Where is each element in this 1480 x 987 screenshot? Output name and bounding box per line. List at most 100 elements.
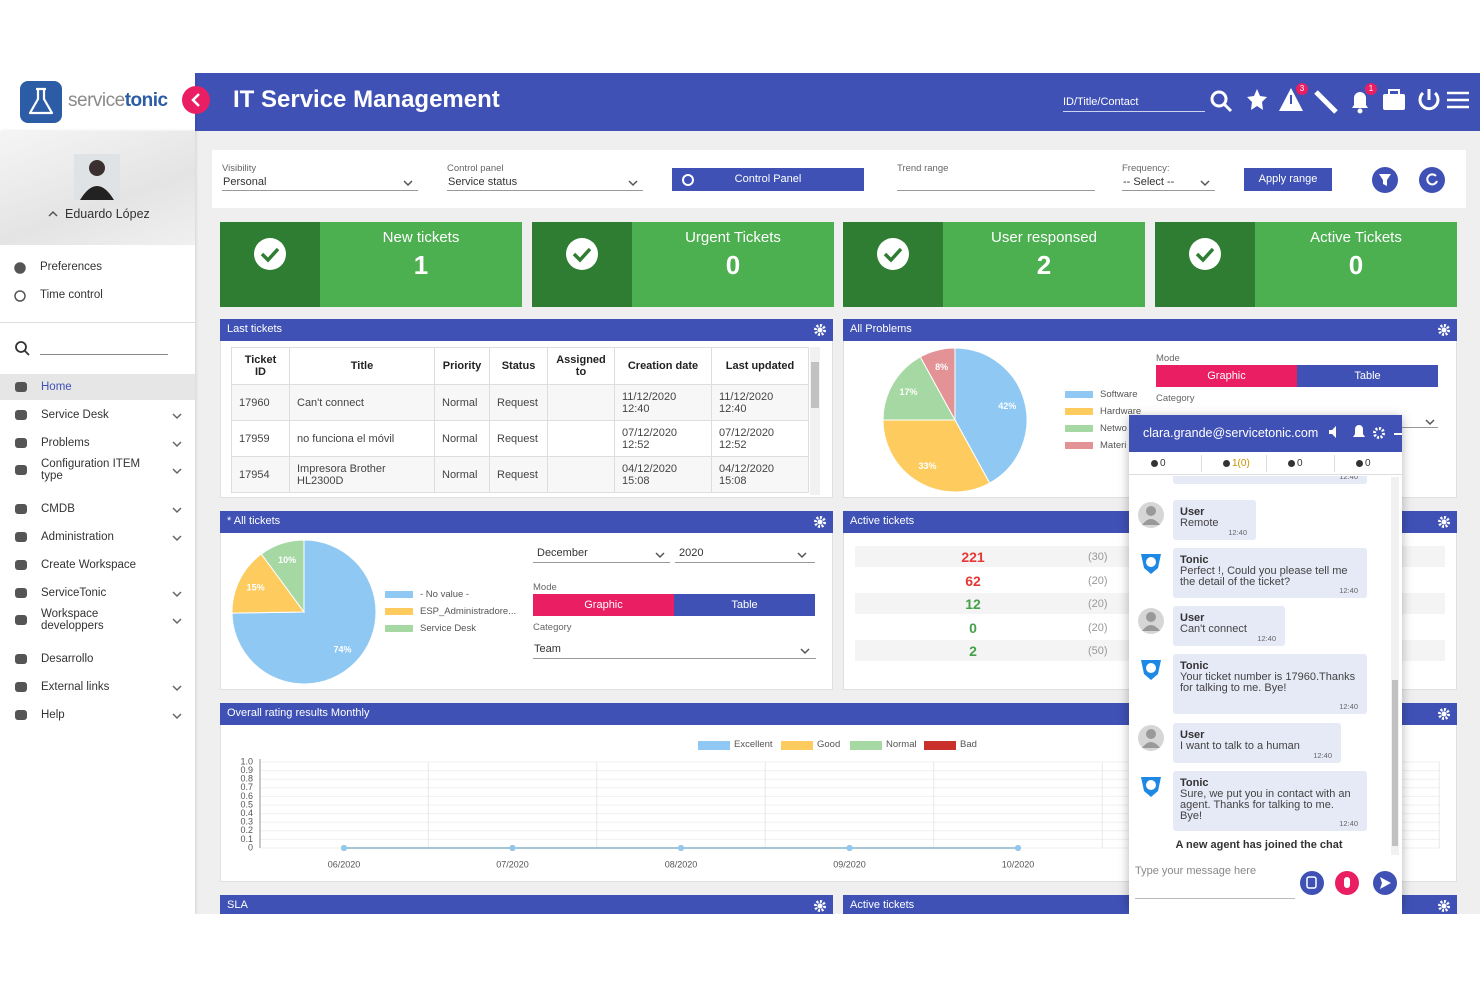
message-time: 12:40 (1339, 476, 1358, 481)
widget-title: Overall rating results Monthly (227, 707, 370, 719)
menu-icon (15, 465, 27, 475)
record-button[interactable] (1334, 870, 1360, 896)
gear (1438, 516, 1450, 528)
column-header[interactable]: Creation date (614, 347, 712, 385)
menu-item[interactable]: Configuration ITEM type (41, 458, 141, 482)
cell: 17959 (231, 420, 290, 457)
menu-item[interactable]: Home (41, 381, 72, 393)
menu-item[interactable]: Service Desk (41, 409, 109, 421)
settings-icon[interactable] (813, 899, 827, 913)
icon-shape (15, 438, 27, 448)
chevron (172, 685, 182, 692)
control-panel-button[interactable]: Control Panel (672, 168, 864, 191)
menu-item[interactable]: CMDB (41, 503, 75, 515)
x-tick-label: 07/2020 (496, 859, 529, 869)
chat-input[interactable]: Type your message here (1135, 865, 1295, 899)
send-arrow (1380, 877, 1391, 889)
category-select[interactable]: Team (533, 643, 816, 659)
menu-item[interactable]: Workspace developpers (41, 608, 104, 632)
mode-graphic[interactable]: Graphic (533, 594, 674, 616)
sidebar-search[interactable] (40, 354, 168, 355)
user-avatar (1138, 725, 1164, 751)
sidebar-item[interactable]: Preferences (40, 261, 103, 273)
icon-shape (15, 382, 27, 392)
menu-icon (15, 615, 27, 625)
badge: 3 (1296, 83, 1308, 95)
menu-item[interactable]: Problems (41, 437, 90, 449)
filter-select[interactable]: Personal (222, 176, 418, 191)
mode-graphic[interactable]: Graphic (1156, 365, 1297, 387)
cell: Can't connect (289, 384, 435, 421)
apply-range-button[interactable]: Apply range (1244, 168, 1332, 191)
sidebar-item[interactable]: Time control (40, 289, 103, 301)
menu-item[interactable]: Help (41, 709, 65, 721)
tab-count[interactable]: 1(0) (1232, 458, 1250, 469)
menu-item[interactable]: Create Workspace (41, 559, 137, 571)
settings-icon[interactable] (813, 515, 827, 529)
ticket-row[interactable]: 17960 Can't connect Normal Request 11/12/202… (231, 384, 809, 421)
back-button[interactable] (182, 86, 210, 114)
logo-flask (28, 87, 54, 115)
column-header[interactable]: Priority (434, 347, 490, 385)
filter-select[interactable]: Service status (447, 176, 643, 191)
tab-count[interactable]: 0 (1297, 458, 1303, 469)
menu-item[interactable]: External links (41, 681, 110, 693)
chat-tabs (1129, 452, 1402, 475)
mode-table[interactable]: Table (674, 594, 815, 616)
widget-header (843, 319, 1457, 341)
settings-icon[interactable] (1437, 707, 1451, 721)
widget-header (220, 895, 833, 917)
tab-count[interactable]: 0 (1160, 458, 1166, 469)
ticket-count: 0 (969, 619, 977, 636)
message-text: Can't connect (1180, 623, 1247, 635)
filter-select[interactable]: -- Select -- (1122, 176, 1215, 191)
legend-swatch (1065, 442, 1093, 449)
kpi-title: Active Tickets (1310, 229, 1402, 246)
gear-icon (1373, 427, 1385, 439)
cell: 11/12/2020 12:40 (711, 384, 809, 421)
bot-avatar (1141, 554, 1161, 574)
settings-icon[interactable] (1437, 515, 1451, 529)
mode-table[interactable]: Table (1297, 365, 1438, 387)
column-header[interactable]: Ticket ID (231, 347, 290, 385)
button-circle (1300, 871, 1324, 895)
logo-text: servicetonic (68, 90, 168, 112)
message-time: 12:40 (1313, 751, 1332, 760)
menu-icon (15, 560, 27, 570)
chevron-icon (172, 685, 182, 692)
menu-item[interactable]: Administration (41, 531, 114, 543)
menu-item[interactable]: Desarrollo (41, 653, 94, 665)
filter-select[interactable] (897, 176, 1095, 191)
tickets-table: Ticket ID Title Priority Status Assigned to C… (231, 347, 809, 493)
user-name[interactable]: Eduardo López (65, 207, 150, 221)
menu-item[interactable]: ServiceTonic (41, 587, 107, 599)
attach-button[interactable] (1299, 870, 1325, 896)
settings-icon[interactable] (1437, 899, 1451, 913)
ticket-total: (30) (1088, 551, 1108, 563)
ticket-row[interactable]: 17954 Impresora Brother HL2300D Normal Requ… (231, 456, 809, 493)
column-header[interactable]: Status (489, 347, 548, 385)
chat-minimize[interactable] (1394, 433, 1402, 435)
column-header[interactable]: Title (289, 347, 435, 385)
column-header[interactable]: Assigned to (547, 347, 615, 385)
menu-icon (15, 382, 27, 392)
refresh-button[interactable] (1419, 167, 1445, 193)
tab-count[interactable]: 0 (1365, 458, 1371, 469)
search-input[interactable]: ID/Title/Contact (1063, 96, 1205, 112)
chevron (172, 713, 182, 720)
cell: 17954 (231, 456, 290, 493)
filter-button[interactable] (1372, 167, 1398, 193)
send-button[interactable] (1372, 870, 1398, 896)
settings-icon[interactable] (1437, 323, 1451, 337)
year-select[interactable]: 2020 (675, 547, 815, 563)
ticket-total: (20) (1088, 621, 1108, 634)
month-select[interactable]: December (533, 547, 670, 563)
cell: 11/12/2020 12:40 (614, 384, 712, 421)
lens (15, 341, 27, 353)
column-header[interactable]: Last updated (711, 347, 809, 385)
settings-icon[interactable] (813, 323, 827, 337)
divider (0, 322, 195, 323)
chat-bubble: subtopic of the ticket.12:40 (1173, 476, 1367, 484)
ticket-row[interactable]: 17959 no funciona el móvil Normal Request 07… (231, 420, 809, 457)
